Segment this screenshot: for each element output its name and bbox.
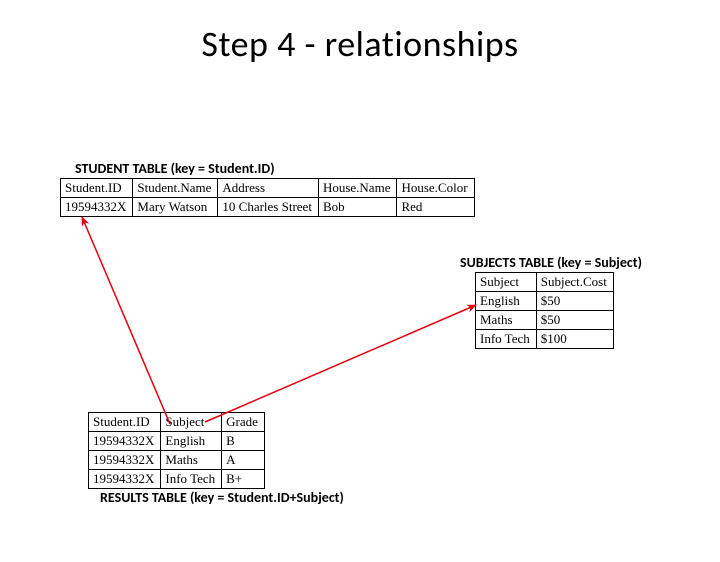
table-row: 19594332XMary Watson10 Charles StreetBob… [61, 198, 475, 217]
table-cell: English [476, 292, 537, 311]
table-cell: Maths [476, 311, 537, 330]
results-table-caption: RESULTS TABLE (key = Student.ID+Subject) [100, 489, 344, 506]
table-cell: 10 Charles Street [218, 198, 319, 217]
table-cell: Info Tech [476, 330, 537, 349]
relationship-arrow [82, 217, 170, 424]
table-cell: 19594332X [89, 470, 161, 489]
table-cell: Info Tech [161, 470, 222, 489]
table-row: 19594332XEnglishB [89, 432, 265, 451]
table-cell: English [161, 432, 222, 451]
table-header-cell: Student.Name [133, 179, 218, 198]
table-header-cell: House.Name [318, 179, 397, 198]
table-row: 19594332XInfo TechB+ [89, 470, 265, 489]
table-row: Maths$50 [476, 311, 614, 330]
subjects-table-caption: SUBJECTS TABLE (key = Subject) [460, 254, 642, 271]
results-table: Student.IDSubjectGrade19594332XEnglishB1… [88, 412, 265, 489]
table-header-cell: Subject.Cost [536, 273, 613, 292]
table-cell: 19594332X [89, 451, 161, 470]
table-cell: Maths [161, 451, 222, 470]
table-header-cell: Subject [161, 413, 222, 432]
table-row: English$50 [476, 292, 614, 311]
table-cell: Bob [318, 198, 397, 217]
table-header-cell: House.Color [397, 179, 474, 198]
student-table-caption: STUDENT TABLE (key = Student.ID) [75, 160, 275, 177]
table-cell: B [222, 432, 265, 451]
table-cell: Red [397, 198, 474, 217]
table-header-cell: Student.ID [61, 179, 133, 198]
table-cell: $50 [536, 292, 613, 311]
table-header-cell: Grade [222, 413, 265, 432]
page-title: Step 4 - relationships [0, 22, 720, 66]
table-cell: $100 [536, 330, 613, 349]
table-row: Info Tech$100 [476, 330, 614, 349]
table-cell: B+ [222, 470, 265, 489]
table-header-cell: Student.ID [89, 413, 161, 432]
table-cell: Mary Watson [133, 198, 218, 217]
table-cell: 19594332X [89, 432, 161, 451]
student-table: Student.IDStudent.NameAddressHouse.NameH… [60, 178, 475, 217]
table-cell: 19594332X [61, 198, 133, 217]
table-header-cell: Address [218, 179, 319, 198]
table-cell: $50 [536, 311, 613, 330]
table-header-cell: Subject [476, 273, 537, 292]
subjects-table: SubjectSubject.CostEnglish$50Maths$50Inf… [475, 272, 614, 349]
table-cell: A [222, 451, 265, 470]
relationship-arrow [205, 305, 476, 422]
table-row: 19594332XMathsA [89, 451, 265, 470]
